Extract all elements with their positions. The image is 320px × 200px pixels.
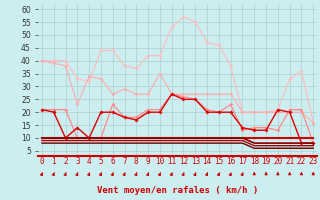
X-axis label: Vent moyen/en rafales ( km/h ): Vent moyen/en rafales ( km/h ) bbox=[97, 186, 258, 195]
